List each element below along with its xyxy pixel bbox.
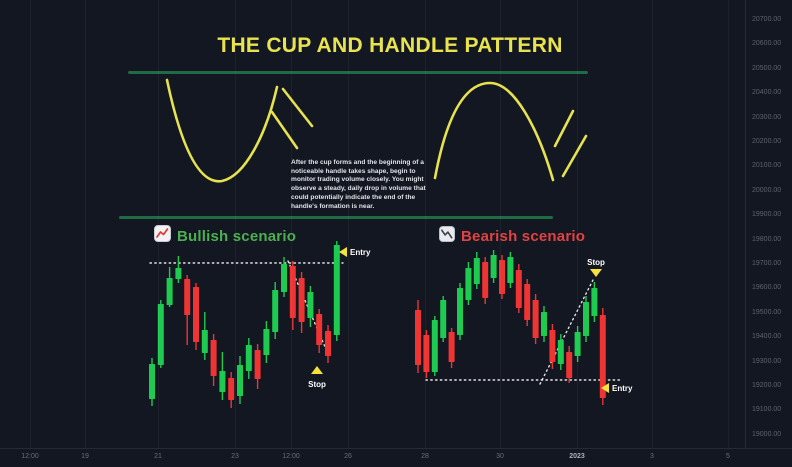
section-divider (119, 216, 553, 219)
price-tick-label: 19800.00 (752, 235, 782, 243)
time-tick-label: 23 (231, 453, 239, 460)
bearish-scenario-header: Bearish scenario (439, 225, 586, 247)
price-tick-label: 19300.00 (752, 357, 782, 365)
bullish-scenario-label: Bullish scenario (177, 227, 297, 245)
price-tick-label: 20300.00 (752, 113, 782, 121)
time-tick-label: 26 (344, 453, 352, 460)
price-tick-label: 19400.00 (752, 333, 782, 341)
price-tick-label: 20200.00 (752, 138, 782, 145)
gridline-vertical (652, 0, 653, 448)
stop-label: Stop (308, 380, 326, 389)
chart-down-icon (439, 225, 455, 247)
gridline-vertical (291, 0, 292, 448)
price-tick-label: 20500.00 (752, 64, 782, 72)
time-tick-label: 2023 (569, 453, 585, 460)
price-tick-label: 19900.00 (752, 211, 782, 219)
gridline-vertical (235, 0, 236, 448)
price-tick-label: 19600.00 (752, 284, 782, 292)
time-tick-label: 19 (81, 453, 89, 460)
price-tick-label: 20000.00 (752, 186, 782, 194)
gridline-vertical (728, 0, 729, 448)
price-tick-label: 20700.00 (752, 16, 782, 23)
price-tick-label: 20400.00 (752, 89, 782, 97)
entry-label: Entry (612, 384, 633, 393)
title-divider (128, 71, 588, 74)
pattern-description: After the cup forms and the beginning of… (291, 159, 426, 210)
time-tick-label: 12:00 (282, 453, 300, 460)
time-tick-label: 21 (154, 453, 162, 460)
stop-label: Stop (587, 258, 605, 267)
price-tick-label: 20600.00 (752, 40, 782, 48)
gridline-vertical (577, 0, 578, 448)
price-axis[interactable]: 20700.00 20600.00 20500.00 20400.00 20300.00… (745, 0, 792, 448)
gridline-vertical (500, 0, 501, 448)
gridline-vertical (158, 0, 159, 448)
price-tick-label: 19100.00 (752, 406, 782, 414)
time-tick-label: 3 (650, 453, 654, 460)
gridline-vertical (85, 0, 86, 448)
price-tick-label: 19700.00 (752, 260, 782, 267)
chart-surface[interactable] (0, 0, 745, 448)
bearish-scenario-label: Bearish scenario (461, 227, 586, 245)
entry-label: Entry (350, 248, 371, 257)
time-tick-label: 28 (421, 453, 429, 460)
gridline-vertical (30, 0, 31, 448)
time-tick-label: 30 (496, 453, 504, 460)
chart-up-icon (154, 225, 171, 247)
time-tick-label: 5 (726, 453, 730, 460)
gridline-vertical (425, 0, 426, 448)
time-axis[interactable]: 12:00 19 21 23 12:00 26 28 30 2023 3 5 (0, 448, 792, 467)
price-tick-label: 20100.00 (752, 162, 782, 170)
price-tick-label: 19500.00 (752, 308, 782, 316)
gridline-vertical (348, 0, 349, 448)
time-tick-label: 12:00 (21, 453, 39, 460)
bullish-scenario-header: Bullish scenario (154, 225, 297, 247)
page-title: THE CUP AND HANDLE PATTERN (217, 34, 563, 57)
price-tick-label: 19200.00 (752, 382, 782, 389)
price-tick-label: 19000.00 (752, 430, 782, 438)
